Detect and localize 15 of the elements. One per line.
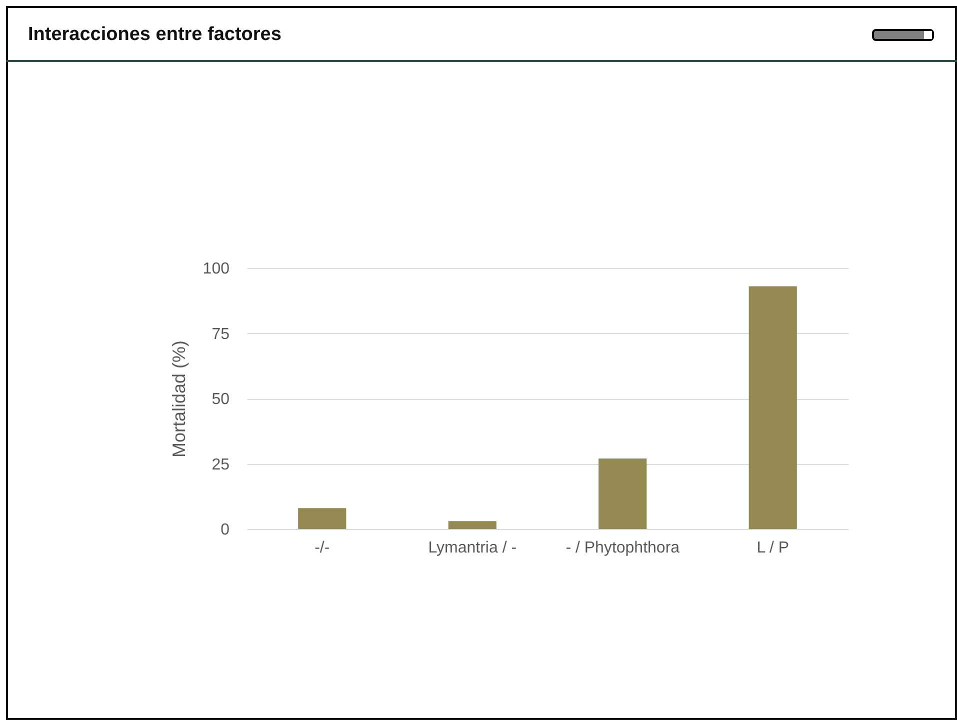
x-tick-label: -/- xyxy=(314,540,330,556)
y-tick-label: 50 xyxy=(212,391,230,408)
x-tick-label: L / P xyxy=(756,540,790,556)
y-tick-label: 0 xyxy=(220,522,230,538)
bar xyxy=(598,458,647,529)
x-tick-label: Lymantria / - xyxy=(428,540,517,556)
chart-title: Interacciones entre factores xyxy=(28,24,282,46)
y-tick-label: 100 xyxy=(202,260,230,278)
bar xyxy=(448,521,496,529)
y-tick-label: 75 xyxy=(212,326,230,343)
y-tick-label: 25 xyxy=(212,456,230,474)
y-axis-title: Mortalidad (%) xyxy=(168,340,189,458)
bar xyxy=(748,286,797,529)
x-tick-label: - / Phytophthora xyxy=(566,540,680,556)
bar xyxy=(298,508,346,529)
